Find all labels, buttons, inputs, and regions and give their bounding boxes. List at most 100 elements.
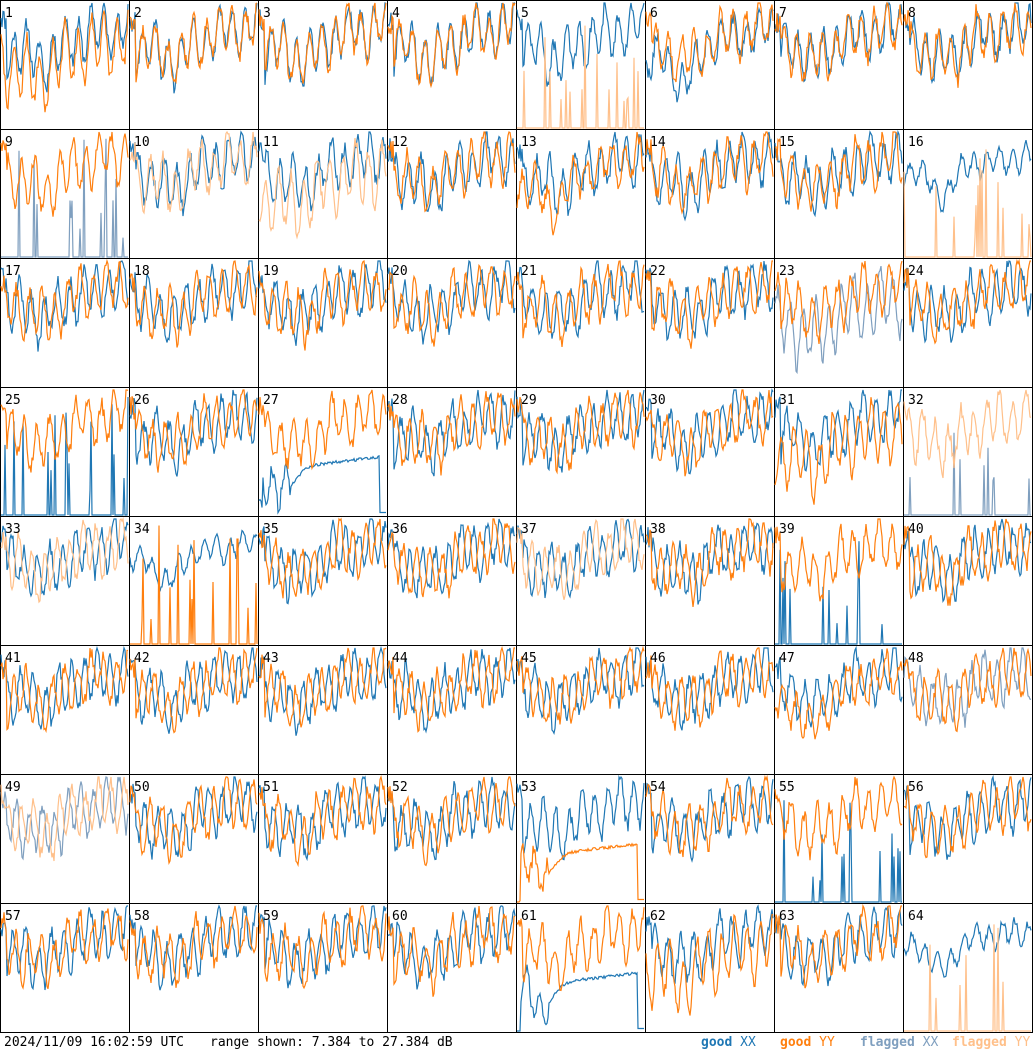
spectrum-panel-40: 40 <box>903 516 1033 646</box>
xx-line <box>903 139 1032 213</box>
panel-label: 64 <box>908 909 924 924</box>
yy-line <box>516 131 645 236</box>
spectrum-panel-35: 35 <box>258 516 388 646</box>
spectrum-panel-15: 15 <box>774 129 904 259</box>
yy-line <box>129 389 258 473</box>
spectrum-panel-62: 62 <box>645 903 775 1033</box>
spectrum-panel-46: 46 <box>645 645 775 775</box>
yy-line <box>645 774 774 858</box>
spectrum-panel-64: 64 <box>903 903 1033 1033</box>
panel-frame <box>387 516 517 646</box>
spectrum-panel-42: 42 <box>129 645 259 775</box>
xx-line <box>903 774 1032 860</box>
panel-frame <box>258 387 388 517</box>
timestamp: 2024/11/09 16:02:59 UTC <box>4 1035 185 1050</box>
panel-label: 5 <box>521 6 529 21</box>
spectrum-panel-19: 19 <box>258 258 388 388</box>
spectrum-panel-25: 25 <box>0 387 130 517</box>
panel-label: 19 <box>263 264 279 279</box>
yy-line <box>258 905 387 990</box>
panel-frame <box>129 0 259 130</box>
yy-line <box>130 525 258 645</box>
xx-line <box>387 518 516 599</box>
spectrum-panel-10: 10 <box>129 129 259 259</box>
panel-label: 44 <box>392 651 408 666</box>
spectrum-panel-60: 60 <box>387 903 517 1033</box>
yy-line <box>904 924 1031 1032</box>
xx-line <box>517 964 644 1032</box>
xx-line <box>1 396 129 516</box>
xx-line <box>645 131 774 222</box>
legend-flagged-xx-word: flagged <box>860 1035 915 1050</box>
yy-line <box>516 645 645 725</box>
panel-label: 32 <box>908 393 924 408</box>
yy-line <box>516 389 645 475</box>
spectrum-panel-59: 59 <box>258 903 388 1033</box>
yy-line <box>387 905 516 997</box>
panel-label: 3 <box>263 6 271 21</box>
panel-label: 53 <box>521 780 537 795</box>
legend-good-xx: good XX <box>701 1035 756 1050</box>
yy-line <box>0 776 129 862</box>
spectrum-panel-5: 5 <box>516 0 646 130</box>
yy-line <box>258 774 387 868</box>
yy-line <box>516 905 645 992</box>
panel-label: 23 <box>779 264 795 279</box>
xx-line <box>0 776 129 861</box>
panel-frame <box>903 903 1033 1033</box>
panel-frame <box>387 0 517 130</box>
legend-good-yy: good YY <box>780 1035 835 1050</box>
spectrum-panel-41: 41 <box>0 645 130 775</box>
panel-label: 48 <box>908 651 924 666</box>
xx-line <box>516 260 645 339</box>
yy-line <box>129 647 258 734</box>
yy-line <box>903 258 1032 345</box>
xx-line <box>645 388 774 475</box>
panel-label: 34 <box>134 522 150 537</box>
panel-label: 17 <box>5 264 21 279</box>
panel-frame <box>516 903 646 1033</box>
spectrum-panel-30: 30 <box>645 387 775 517</box>
xx-line <box>516 2 645 87</box>
panel-label: 39 <box>779 522 795 537</box>
yy-line <box>645 518 774 607</box>
spectrum-panel-27: 27 <box>258 387 388 517</box>
yy-line <box>645 260 773 349</box>
spectrum-panel-38: 38 <box>645 516 775 646</box>
panel-label: 58 <box>134 909 150 924</box>
spectrum-panel-13: 13 <box>516 129 646 259</box>
xx-line <box>0 905 128 991</box>
yy-line <box>774 131 903 212</box>
panel-frame <box>903 645 1033 775</box>
legend-good-yy-word: good <box>780 1035 812 1050</box>
panel-label: 2 <box>134 6 142 21</box>
panel-label: 21 <box>521 264 537 279</box>
panel-label: 8 <box>908 6 916 21</box>
spectrum-panel-24: 24 <box>903 258 1033 388</box>
yy-line <box>903 776 1032 859</box>
spectrum-panel-4: 4 <box>387 0 517 130</box>
yy-line <box>645 389 774 477</box>
xx-line <box>645 522 774 605</box>
spectrum-panel-1: 1 <box>0 0 130 130</box>
panel-label: 27 <box>263 393 279 408</box>
yy-line <box>258 2 387 84</box>
legend-flagged-yy-pol: YY <box>1014 1035 1031 1050</box>
panel-label: 41 <box>5 651 21 666</box>
spectrum-panel-52: 52 <box>387 774 517 904</box>
spectrum-panel-26: 26 <box>129 387 259 517</box>
panel-frame <box>0 774 130 904</box>
panel-label: 38 <box>650 522 666 537</box>
panel-label: 36 <box>392 522 408 537</box>
yy-line <box>903 647 1032 733</box>
yy-line <box>517 25 644 129</box>
yy-line <box>129 260 258 348</box>
yy-line <box>774 260 903 344</box>
xx-line <box>129 260 257 343</box>
panel-label: 13 <box>521 135 537 150</box>
yy-line <box>258 517 387 599</box>
panel-frame <box>0 903 130 1033</box>
spectrum-panel-9: 9 <box>0 129 130 259</box>
panel-label: 51 <box>263 780 279 795</box>
spectrum-panel-57: 57 <box>0 903 130 1033</box>
